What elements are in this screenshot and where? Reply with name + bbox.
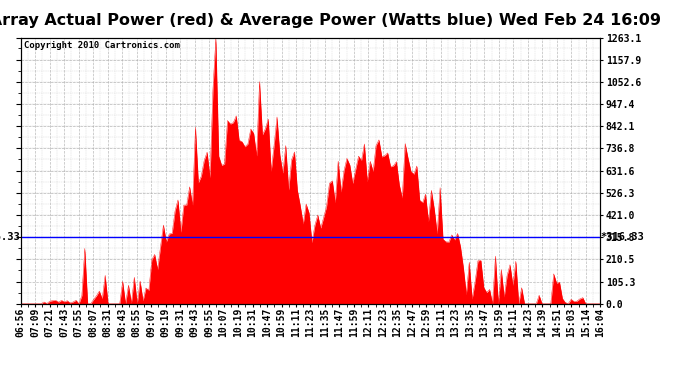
Text: Copyright 2010 Cartronics.com: Copyright 2010 Cartronics.com [23,42,179,51]
Text: *316.33: *316.33 [601,232,644,242]
Text: West Array Actual Power (red) & Average Power (Watts blue) Wed Feb 24 16:09: West Array Actual Power (red) & Average … [0,13,661,28]
Text: *316.33: *316.33 [0,232,20,242]
